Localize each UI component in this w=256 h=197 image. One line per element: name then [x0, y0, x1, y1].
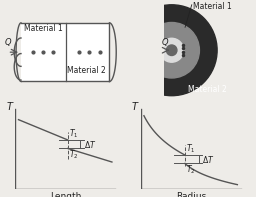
Text: Material 2: Material 2: [188, 85, 227, 94]
Text: $T_2$: $T_2$: [186, 164, 196, 177]
Text: $\Delta T$: $\Delta T$: [83, 139, 96, 150]
Circle shape: [144, 22, 199, 78]
Text: Material 1: Material 1: [24, 24, 62, 33]
Circle shape: [166, 45, 177, 56]
Text: $T_1$: $T_1$: [69, 127, 78, 139]
Circle shape: [126, 5, 217, 96]
Text: Material 1: Material 1: [193, 2, 232, 11]
Text: Q: Q: [162, 38, 168, 47]
Text: $T_1$: $T_1$: [186, 142, 196, 155]
Text: $\Delta T$: $\Delta T$: [202, 154, 215, 165]
Text: $T$: $T$: [131, 100, 140, 112]
Text: Length: Length: [50, 192, 81, 197]
Text: Radius: Radius: [176, 192, 206, 197]
Text: Material 2: Material 2: [67, 66, 105, 75]
Circle shape: [160, 38, 184, 62]
FancyBboxPatch shape: [21, 23, 110, 82]
Text: $T$: $T$: [6, 100, 14, 112]
Text: Q: Q: [5, 38, 12, 47]
Text: $T_2$: $T_2$: [69, 149, 78, 161]
